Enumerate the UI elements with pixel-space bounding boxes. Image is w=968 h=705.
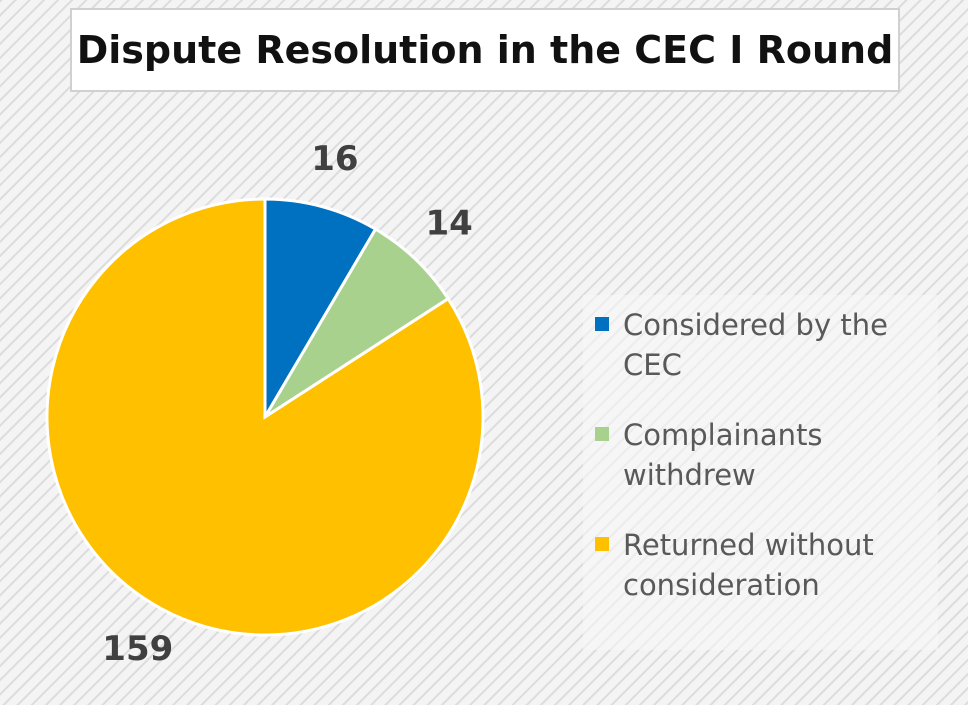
legend-label: Returned without consideration [623,528,874,602]
legend: Considered by the CEC Complainants withdr… [595,305,930,635]
legend-swatch [595,317,609,331]
value-label: 159 [102,629,173,669]
legend-item: Considered by the CEC [595,305,930,385]
pie-slice [45,197,485,637]
legend-swatch [595,537,609,551]
pie-slice [263,197,378,423]
legend-label: Complainants withdrew [623,418,823,492]
legend-swatch [595,427,609,441]
legend-label: Considered by the CEC [623,308,888,382]
legend-item: Complainants withdrew [595,415,930,495]
pie-slice [263,227,451,419]
legend-background [583,295,938,650]
chart-title: Dispute Resolution in the CEC I Round [70,8,900,92]
value-label: 14 [425,204,472,244]
value-label: 16 [311,139,358,179]
legend-item: Returned without consideration [595,525,930,605]
